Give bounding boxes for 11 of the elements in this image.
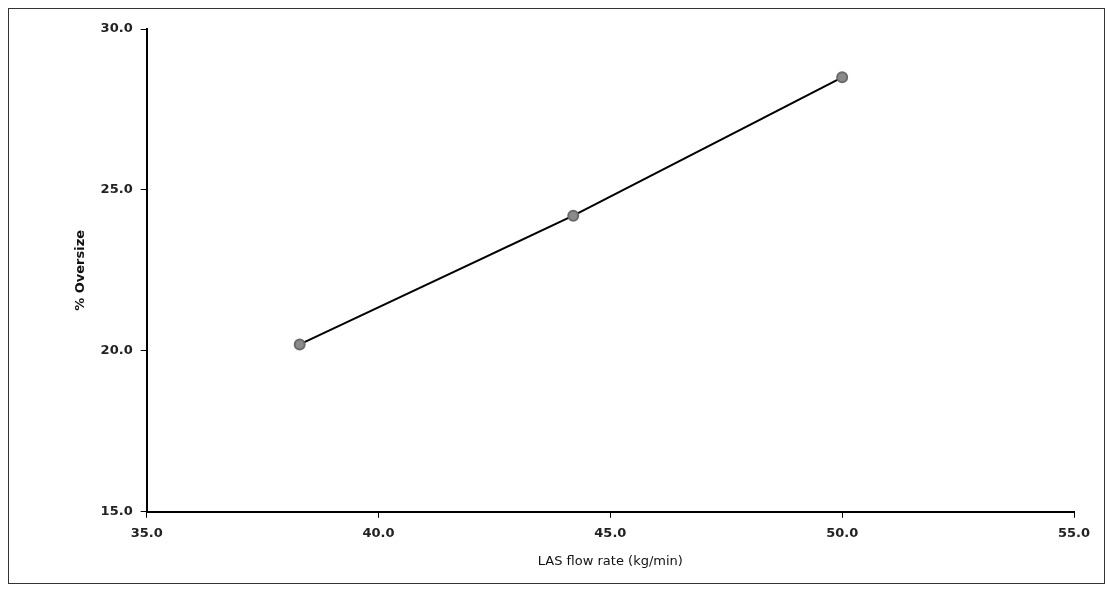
y-tick-label: 20.0 [100,342,133,358]
y-tick-label: 15.0 [100,503,133,519]
x-tick-label: 50.0 [826,524,859,540]
x-tick-label: 45.0 [594,524,627,540]
y-tick-label: 30.0 [100,20,133,36]
x-tick-label: 35.0 [130,524,163,540]
x-tick-label: 55.0 [1057,524,1091,540]
y-axis-title: % Oversize [72,229,88,311]
y-tick-label: 25.0 [100,181,133,197]
x-tick-label: 40.0 [362,524,395,540]
x-axis-title: LAS flow rate (kg/min) [537,552,683,568]
